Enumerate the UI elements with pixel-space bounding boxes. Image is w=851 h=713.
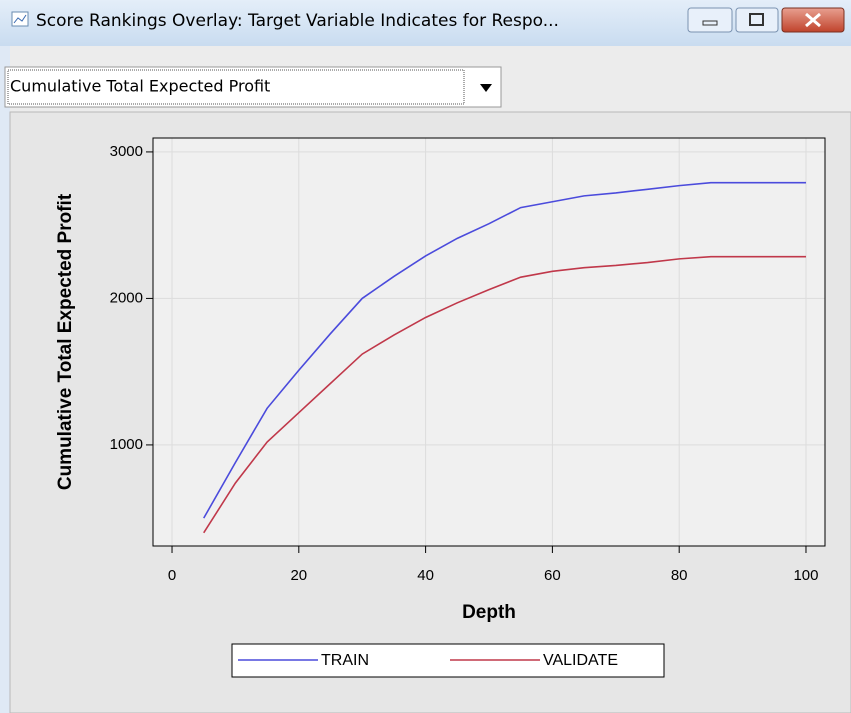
dropdown[interactable] [4,66,502,108]
chart: 0 20 40 60 80 100 1000 2000 3000 Depth Cumulative … [55,137,826,678]
y-axis-label: Cumulative Total Expected Profit [55,193,76,490]
window-icon-line [13,14,27,24]
x-tick-label: 80 [671,567,688,584]
series-line [203,181,806,519]
y-tick-label: 1000 [110,436,143,453]
x-axis-label: Depth [462,602,516,623]
minimize-button[interactable] [687,7,733,33]
x-tick-label: 20 [290,567,307,584]
legend-label: VALIDATE [543,652,618,669]
x-tick-label: 40 [417,567,434,584]
minimize-icon [702,20,718,26]
y-tick-label: 3000 [110,143,143,160]
y-tick-label: 2000 [110,289,143,306]
dropdown-focus [7,69,465,105]
series-line [203,255,806,534]
legend-label: TRAIN [321,652,369,669]
x-tick-label: 100 [793,567,818,584]
plot-border [152,137,826,547]
close-icon [805,12,821,28]
plot-area [153,138,825,546]
maximize-button[interactable] [735,7,779,33]
x-tick-label: 0 [168,567,176,584]
x-tick-label: 60 [544,567,561,584]
window-title: Score Rankings Overlay: Target Variable … [36,11,559,31]
dropdown-arrow[interactable] [480,84,492,92]
maximize-icon [749,13,764,26]
dropdown-text: Cumulative Total Expected Profit [10,77,270,96]
